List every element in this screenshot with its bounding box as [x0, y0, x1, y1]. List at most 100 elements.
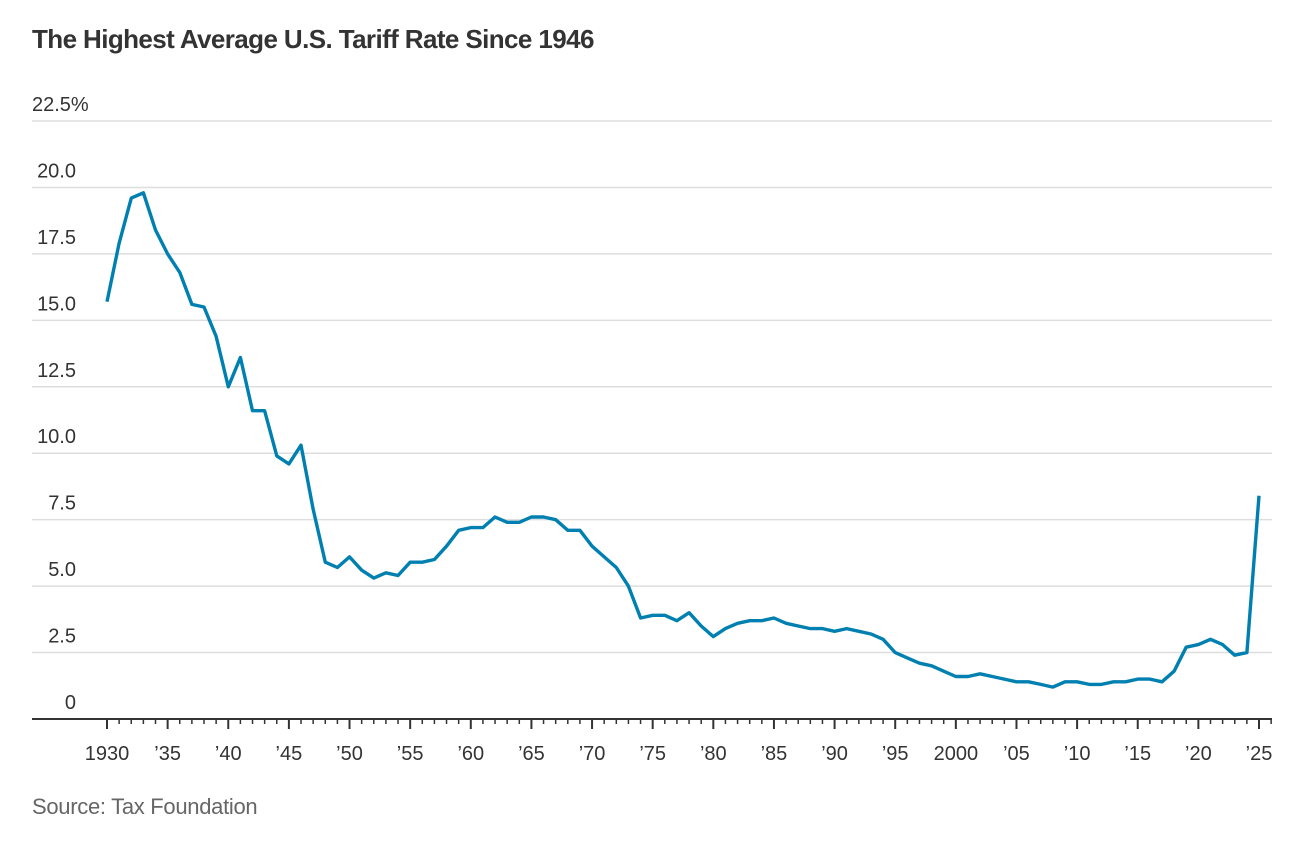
- data-point: [1076, 680, 1079, 683]
- data-point: [724, 627, 727, 630]
- data-point: [869, 632, 872, 635]
- data-point: [433, 558, 436, 561]
- x-tick-label: 1930: [85, 743, 130, 765]
- data-point: [203, 306, 206, 309]
- data-point: [700, 624, 703, 627]
- data-point: [979, 672, 982, 675]
- data-point: [554, 518, 557, 521]
- data-point: [797, 624, 800, 627]
- series-line: [105, 191, 1261, 689]
- data-point: [772, 617, 775, 620]
- data-point: [1233, 654, 1236, 657]
- y-tick-label: 7.5: [48, 493, 76, 515]
- data-point: [1015, 680, 1018, 683]
- gridlines: [32, 120, 1272, 654]
- data-point: [154, 228, 157, 231]
- x-tick-label: ’15: [1124, 743, 1151, 765]
- data-point: [675, 619, 678, 622]
- data-point: [1258, 494, 1261, 497]
- x-tick-label: ’50: [336, 743, 363, 765]
- data-point: [1148, 678, 1151, 681]
- data-point: [1209, 638, 1212, 641]
- data-point: [215, 335, 218, 338]
- data-point: [615, 566, 618, 569]
- data-point: [1245, 651, 1248, 654]
- x-tick-label: ’45: [276, 743, 303, 765]
- data-point: [1221, 643, 1224, 646]
- data-point: [930, 664, 933, 667]
- data-point: [1003, 678, 1006, 681]
- data-point: [954, 675, 957, 678]
- x-tick-label: ’55: [397, 743, 424, 765]
- chart-title: The Highest Average U.S. Tariff Rate Sin…: [32, 24, 594, 54]
- data-point: [263, 409, 266, 412]
- data-point: [1160, 680, 1163, 683]
- data-point: [1088, 683, 1091, 686]
- data-point: [542, 516, 545, 519]
- data-point: [966, 675, 969, 678]
- data-point: [1173, 670, 1176, 673]
- data-point: [312, 508, 315, 511]
- data-point: [190, 303, 193, 306]
- x-tick-label: ’85: [761, 743, 788, 765]
- data-point: [239, 356, 242, 359]
- series: [105, 191, 1261, 689]
- data-point: [1112, 680, 1115, 683]
- data-point: [1039, 683, 1042, 686]
- data-point: [251, 409, 254, 412]
- data-point: [494, 516, 497, 519]
- data-point: [578, 529, 581, 532]
- y-axis-labels: 0 2.5 5.0 7.5 10.0 12.5 15.0 17.5 20.0 22.5%: [32, 94, 89, 714]
- data-point: [324, 561, 327, 564]
- x-tick-label: 2000: [934, 743, 979, 765]
- data-point: [748, 619, 751, 622]
- data-point: [845, 627, 848, 630]
- data-point: [1124, 680, 1127, 683]
- data-point: [397, 574, 400, 577]
- source-note: Source: Tax Foundation: [32, 794, 258, 819]
- data-point: [894, 651, 897, 654]
- y-tick-label: 0: [65, 692, 76, 714]
- data-point: [918, 662, 921, 665]
- x-tick-label: ’65: [518, 743, 545, 765]
- x-tick-label: ’10: [1064, 743, 1091, 765]
- x-axis: [32, 718, 1272, 729]
- data-point: [506, 521, 509, 524]
- data-point: [712, 635, 715, 638]
- data-point: [785, 622, 788, 625]
- x-tick-label: ’95: [882, 743, 909, 765]
- data-point: [1136, 678, 1139, 681]
- data-point: [336, 566, 339, 569]
- data-point: [409, 561, 412, 564]
- data-point: [275, 454, 278, 457]
- x-axis-labels: 1930 ’35 ’40 ’45 ’50 ’55 ’60 ’65 ’70 ’75 ’80 ’85 ’90…: [85, 743, 1273, 765]
- y-tick-label: 12.5: [37, 360, 76, 382]
- data-point: [1100, 683, 1103, 686]
- x-tick-label: ’25: [1246, 743, 1273, 765]
- data-point: [106, 300, 109, 303]
- data-point: [348, 555, 351, 558]
- data-point: [372, 577, 375, 580]
- data-point: [821, 627, 824, 630]
- x-tick-label: ’35: [154, 743, 181, 765]
- data-point: [809, 627, 812, 630]
- x-tick-label: ’60: [457, 743, 484, 765]
- data-point: [421, 561, 424, 564]
- x-tick-label: ’20: [1185, 743, 1212, 765]
- data-point: [736, 622, 739, 625]
- data-point: [287, 462, 290, 465]
- data-point: [178, 271, 181, 274]
- data-point: [300, 444, 303, 447]
- y-tick-label: 22.5%: [32, 94, 89, 116]
- y-tick-label: 20.0: [37, 160, 76, 182]
- data-point: [360, 569, 363, 572]
- x-tick-label: ’90: [821, 743, 848, 765]
- data-point: [530, 516, 533, 519]
- data-point: [445, 545, 448, 548]
- data-point: [651, 614, 654, 617]
- data-point: [663, 614, 666, 617]
- data-point: [1027, 680, 1030, 683]
- y-tick-label: 5.0: [48, 559, 76, 581]
- data-point: [469, 526, 472, 529]
